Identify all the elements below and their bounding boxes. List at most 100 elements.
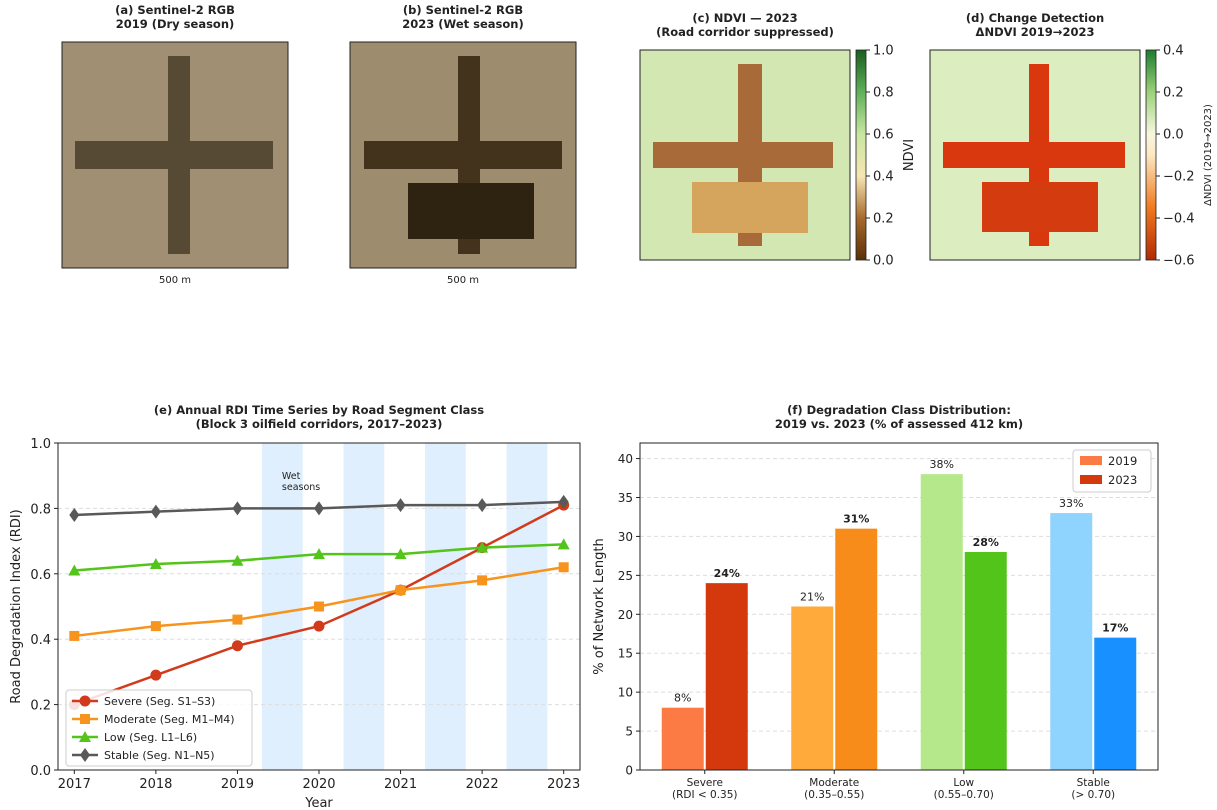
marker bbox=[314, 621, 325, 632]
panel-title: (e) Annual RDI Time Series by Road Segme… bbox=[154, 403, 484, 431]
colorbar-tick-label: −0.2 bbox=[1163, 170, 1195, 185]
marker bbox=[232, 640, 243, 651]
marker bbox=[396, 498, 406, 512]
value-label: 24% bbox=[714, 567, 740, 580]
marker bbox=[559, 562, 569, 572]
colorbar-tick-label: 1.0 bbox=[873, 44, 894, 59]
y-tick-label: 25 bbox=[618, 569, 633, 583]
colorbar bbox=[1146, 50, 1156, 260]
colorbar-tick-label: 0.4 bbox=[873, 170, 894, 185]
wet-season-span bbox=[507, 443, 548, 770]
marker bbox=[314, 602, 324, 612]
y-tick-label: 5 bbox=[625, 725, 633, 739]
marker bbox=[477, 575, 487, 585]
x-tick-label: 2018 bbox=[139, 777, 172, 792]
marker bbox=[150, 670, 161, 681]
bar bbox=[791, 607, 833, 771]
y-tick-label: 10 bbox=[618, 686, 633, 700]
colorbar-tick-label: 0.0 bbox=[873, 254, 894, 269]
legend-label: Stable (Seg. N1–N5) bbox=[104, 749, 215, 762]
bar bbox=[1094, 638, 1136, 770]
panel-title: (f) Degradation Class Distribution:2019 … bbox=[775, 403, 1023, 431]
marker bbox=[232, 615, 242, 625]
colorbar-tick-label: 0.4 bbox=[1163, 44, 1184, 59]
bar bbox=[965, 552, 1007, 770]
marker bbox=[69, 631, 79, 641]
marker bbox=[80, 714, 90, 724]
x-axis-label: Year bbox=[304, 796, 333, 810]
scale-label: 500 m bbox=[447, 275, 479, 286]
panel-title: (c) NDVI — 2023(Road corridor suppressed… bbox=[656, 11, 834, 39]
legend-swatch bbox=[1080, 475, 1102, 484]
image-b bbox=[350, 42, 576, 268]
x-tick-label: 2021 bbox=[384, 777, 417, 792]
value-label: 17% bbox=[1102, 622, 1128, 635]
colorbar-tick-label: −0.4 bbox=[1163, 212, 1195, 227]
y-tick-label: 0.0 bbox=[30, 764, 51, 779]
y-tick-label: 40 bbox=[618, 452, 633, 466]
bar bbox=[662, 708, 704, 770]
x-tick-label: 2019 bbox=[221, 777, 254, 792]
colorbar-label: ΔNDVI (2019→2023) bbox=[1203, 104, 1214, 206]
panel-title: (d) Change DetectionΔNDVI 2019→2023 bbox=[966, 11, 1104, 39]
legend-label: Moderate (Seg. M1–M4) bbox=[104, 713, 235, 726]
x-tick-label: Severe(RDI < 0.35) bbox=[672, 777, 738, 801]
legend-label: 2019 bbox=[1108, 454, 1137, 468]
y-tick-label: 0.6 bbox=[30, 568, 51, 583]
colorbar-tick-label: 0.6 bbox=[873, 128, 894, 143]
value-label: 28% bbox=[973, 536, 999, 549]
x-tick-label: 2022 bbox=[466, 777, 499, 792]
scale-label: 500 m bbox=[159, 275, 191, 286]
x-tick-label: Stable(> 0.70) bbox=[1071, 777, 1115, 801]
wet-season-span bbox=[425, 443, 466, 770]
x-tick-label: 2023 bbox=[547, 777, 580, 792]
marker bbox=[314, 501, 324, 515]
marker bbox=[232, 501, 242, 515]
legend-label: Low (Seg. L1–L6) bbox=[104, 731, 197, 744]
image-d bbox=[930, 50, 1140, 260]
value-label: 33% bbox=[1059, 497, 1083, 510]
marker bbox=[396, 585, 406, 595]
marker bbox=[69, 508, 79, 522]
image-c bbox=[640, 50, 850, 260]
y-tick-label: 0.4 bbox=[30, 633, 51, 648]
marker bbox=[151, 505, 161, 519]
colorbar bbox=[856, 50, 866, 260]
colorbar-tick-label: −0.6 bbox=[1163, 254, 1195, 269]
colorbar-tick-label: 0.0 bbox=[1163, 128, 1184, 143]
legend-label: 2023 bbox=[1108, 473, 1137, 487]
y-tick-label: 35 bbox=[618, 491, 633, 505]
marker bbox=[80, 696, 91, 707]
legend-swatch bbox=[1080, 456, 1102, 465]
y-axis-label: Road Degradation Index (RDI) bbox=[9, 509, 24, 704]
y-tick-label: 1.0 bbox=[30, 437, 51, 452]
bar bbox=[835, 529, 877, 770]
legend-label: Severe (Seg. S1–S3) bbox=[104, 695, 215, 708]
y-tick-label: 20 bbox=[618, 608, 633, 622]
colorbar-tick-label: 0.2 bbox=[873, 212, 894, 227]
value-label: 8% bbox=[674, 692, 691, 705]
bar bbox=[1050, 513, 1092, 770]
value-label: 31% bbox=[843, 513, 869, 526]
x-tick-label: 2020 bbox=[302, 777, 335, 792]
x-tick-label: 2017 bbox=[58, 777, 91, 792]
x-tick-label: Low(0.55–0.70) bbox=[934, 777, 994, 801]
value-label: 21% bbox=[800, 591, 824, 604]
y-tick-label: 0 bbox=[625, 764, 633, 778]
bar bbox=[706, 583, 748, 770]
image-a bbox=[62, 42, 288, 268]
y-axis-label: % of Network Length bbox=[592, 538, 607, 674]
y-tick-label: 15 bbox=[618, 647, 633, 661]
marker bbox=[151, 621, 161, 631]
figure: (a) Sentinel-2 RGB2019 (Dry season) 500 m… bbox=[0, 0, 1217, 810]
colorbar-tick-label: 0.2 bbox=[1163, 86, 1184, 101]
colorbar-tick-label: 0.8 bbox=[873, 86, 894, 101]
colorbar-label: NDVI bbox=[902, 139, 917, 171]
y-tick-label: 0.2 bbox=[30, 699, 51, 714]
y-tick-label: 30 bbox=[618, 530, 633, 544]
y-tick-label: 0.8 bbox=[30, 502, 51, 517]
marker bbox=[477, 498, 487, 512]
bar bbox=[921, 474, 963, 770]
